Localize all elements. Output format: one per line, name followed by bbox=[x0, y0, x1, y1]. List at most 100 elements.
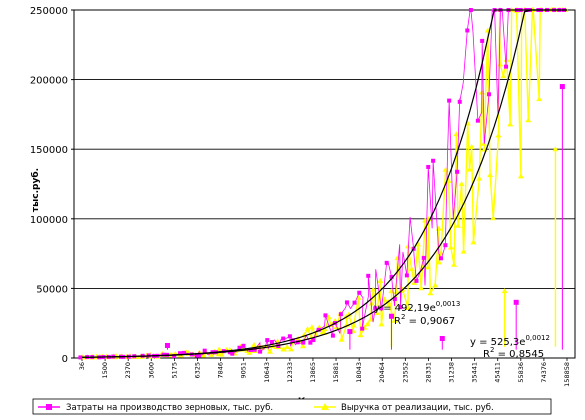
point-revenue bbox=[367, 316, 374, 322]
point-revenue bbox=[476, 175, 483, 181]
legend-label-revenue: Выручка от реализации, тыс. руб. bbox=[341, 403, 494, 413]
point-costs bbox=[366, 273, 371, 278]
point-revenue bbox=[507, 121, 514, 127]
y-tick-label: 0 bbox=[62, 354, 68, 365]
grid-lines bbox=[71, 9, 575, 359]
point-costs bbox=[316, 327, 321, 332]
point-costs bbox=[504, 64, 509, 69]
svg-text:y = 492,19e0,0013: y = 492,19e0,0013 bbox=[374, 300, 460, 314]
point-revenue bbox=[216, 346, 223, 352]
point-costs bbox=[357, 290, 362, 295]
y-tick-labels: 0 50000 100000 150000 200000 250000 bbox=[30, 6, 68, 365]
point-costs bbox=[258, 349, 263, 354]
trendline-2 bbox=[81, 9, 567, 358]
point-costs bbox=[181, 350, 186, 355]
legend-box bbox=[32, 398, 552, 415]
point-revenue bbox=[411, 279, 418, 285]
point-costs bbox=[269, 339, 274, 344]
point-revenue bbox=[447, 244, 454, 250]
point-costs bbox=[443, 243, 448, 248]
x-tick-label: 45411 bbox=[494, 362, 502, 383]
point-costs bbox=[287, 334, 292, 339]
point-costs bbox=[323, 313, 328, 318]
point-revenue bbox=[408, 266, 415, 272]
point-costs bbox=[426, 164, 431, 169]
x-tick-label: 36 bbox=[78, 362, 86, 370]
point-revenue bbox=[280, 346, 287, 352]
point-costs-outlier bbox=[347, 329, 353, 335]
point-costs bbox=[352, 300, 357, 305]
point-revenue bbox=[325, 314, 332, 320]
point-revenue bbox=[451, 261, 458, 267]
trend-2-exponent: 0,0012 bbox=[525, 334, 550, 342]
point-revenue bbox=[300, 343, 307, 349]
point-revenue bbox=[200, 352, 207, 358]
point-revenue bbox=[394, 254, 401, 260]
x-tick-label: 12333 bbox=[286, 362, 294, 383]
point-revenue bbox=[308, 324, 315, 330]
point-revenue bbox=[374, 309, 381, 315]
point-revenue bbox=[377, 277, 384, 283]
point-revenue bbox=[468, 143, 475, 149]
point-costs bbox=[465, 28, 470, 33]
x-tick-label: 31238 bbox=[448, 362, 456, 383]
point-costs bbox=[276, 344, 281, 349]
point-costs bbox=[404, 273, 409, 278]
point-costs bbox=[178, 351, 183, 356]
point-revenue-outlier bbox=[552, 146, 559, 152]
svg-text:y = 525,3e0,0012: y = 525,3e0,0012 bbox=[470, 334, 550, 348]
trend-2-equation: y = 525,3e bbox=[470, 337, 525, 348]
y-axis-title: тыс.руб. bbox=[30, 168, 41, 212]
point-costs bbox=[197, 353, 202, 358]
point-costs bbox=[360, 326, 365, 331]
point-costs bbox=[281, 336, 286, 341]
x-tick-label: 158858 bbox=[563, 362, 571, 387]
point-costs bbox=[438, 256, 443, 261]
point-costs bbox=[480, 38, 485, 43]
point-costs bbox=[194, 353, 199, 358]
point-revenue bbox=[405, 305, 412, 311]
y-tick-label: 150000 bbox=[30, 145, 68, 156]
point-revenue bbox=[385, 301, 392, 307]
point-revenue bbox=[436, 259, 443, 265]
point-costs bbox=[311, 338, 316, 343]
point-revenue bbox=[517, 173, 524, 179]
point-revenue bbox=[218, 351, 225, 357]
x-tick-label: 6325 bbox=[193, 362, 201, 379]
x-tick-label: 23552 bbox=[401, 362, 409, 383]
point-costs bbox=[252, 347, 257, 352]
y-tick-label: 50000 bbox=[36, 284, 68, 295]
trend-1-r2-label: R bbox=[394, 316, 401, 327]
x-tick-labels: 36 1500 2370 3600 5175 6325 7846 9051 10643 12333… bbox=[78, 358, 571, 387]
x-tick-label: 13865 bbox=[309, 362, 317, 383]
x-tick-label: 3600 bbox=[147, 362, 155, 379]
point-costs bbox=[172, 354, 177, 359]
point-costs bbox=[237, 345, 242, 350]
point-costs bbox=[338, 312, 343, 317]
trendlines bbox=[81, 9, 567, 358]
point-revenue bbox=[304, 326, 311, 332]
point-revenue bbox=[368, 300, 375, 306]
point-costs bbox=[373, 306, 378, 311]
point-revenue bbox=[381, 296, 388, 302]
point-costs bbox=[475, 118, 480, 123]
point-revenue bbox=[497, 61, 504, 67]
x-tick-label: 28331 bbox=[424, 362, 432, 383]
trend-1-equation: y = 492,19e bbox=[374, 303, 436, 314]
x-tick-label: 15881 bbox=[332, 362, 340, 383]
point-costs bbox=[330, 333, 335, 338]
x-tick-label: 18043 bbox=[355, 362, 363, 383]
point-revenue bbox=[466, 166, 473, 172]
point-revenue bbox=[364, 321, 371, 327]
y-tick-label: 200000 bbox=[30, 76, 68, 87]
point-costs bbox=[295, 340, 300, 345]
y-tick-label: 100000 bbox=[30, 215, 68, 226]
point-revenue bbox=[357, 332, 364, 338]
point-revenue bbox=[487, 172, 494, 178]
x-tick-label: 55836 bbox=[517, 362, 525, 383]
point-revenue bbox=[525, 117, 532, 123]
legend-label-costs: Затраты на производство зерновых, тыс. р… bbox=[66, 403, 273, 413]
point-costs bbox=[447, 98, 452, 103]
point-costs bbox=[249, 348, 254, 353]
x-tick-label: 35441 bbox=[471, 362, 479, 383]
